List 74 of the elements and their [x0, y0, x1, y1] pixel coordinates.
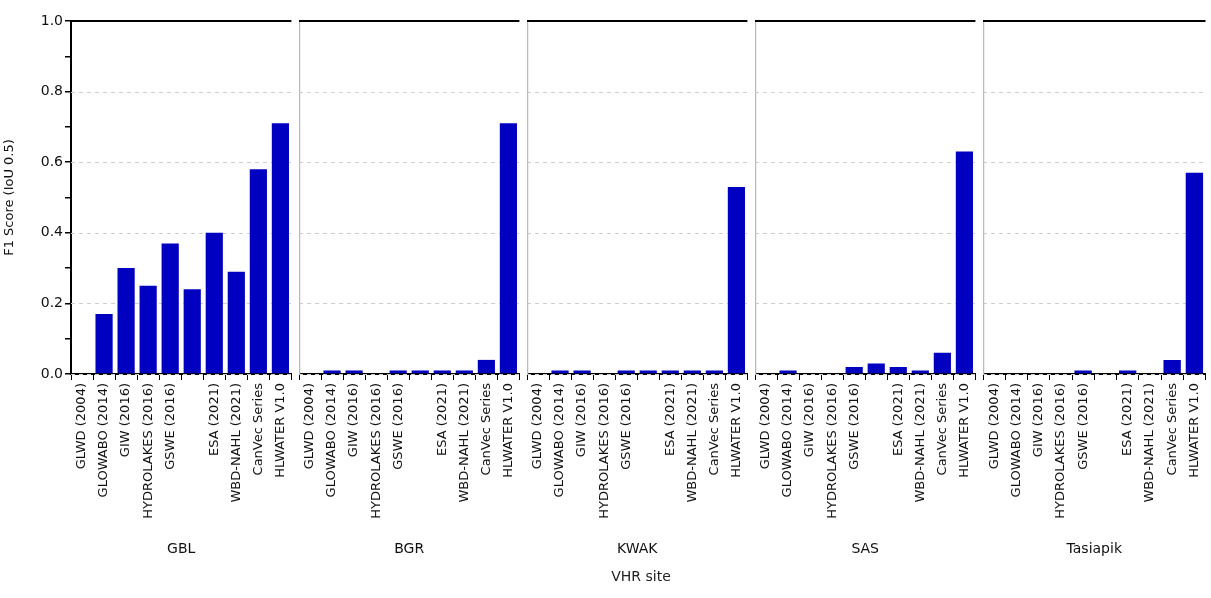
bar: [867, 363, 885, 374]
y-tick-label: 0.2: [40, 294, 63, 311]
x-tick-label: HLWATER V1.0: [1185, 383, 1201, 478]
y-axis-title: F1 Score (IoU 0.5): [1, 139, 17, 256]
bar: [161, 243, 179, 374]
x-tick-label: HLWATER V1.0: [955, 383, 971, 478]
x-tick-label: HLWATER V1.0: [727, 383, 743, 478]
x-tick-label: CanVec Series: [933, 382, 949, 476]
y-tick-label: 0.4: [40, 223, 64, 240]
x-tick-label: GIW (2016): [345, 383, 361, 458]
x-tick-label: HYDROLAKES (2016): [823, 383, 839, 519]
x-tick-label: CanVec Series: [705, 382, 721, 476]
x-tick-label: ESA (2021): [1119, 383, 1135, 456]
x-tick-label: HYDROLAKES (2016): [595, 383, 611, 519]
x-tick-label: HYDROLAKES (2016): [1052, 383, 1068, 519]
x-tick-label: GLOWABO (2014): [1007, 383, 1023, 498]
bar: [933, 352, 951, 374]
x-tick-label: GLWD (2004): [301, 383, 317, 470]
x-tick-label: ESA (2021): [205, 383, 221, 456]
y-tick-label: 0.0: [40, 364, 63, 381]
bar: [139, 285, 157, 374]
x-axis-title: SAS: [851, 540, 880, 557]
x-tick-label: GSWE (2016): [161, 383, 177, 470]
text: VHR site: [610, 568, 672, 584]
bar: [95, 313, 113, 374]
x-tick-label: GIW (2016): [1030, 383, 1046, 458]
x-tick-label: GLOWABO (2014): [95, 383, 111, 498]
x-tick-label: GLWD (2004): [985, 383, 1001, 470]
x-tick-label: WBD-NAHL (2021): [911, 383, 927, 503]
x-tick-label: GSWE (2016): [1074, 383, 1090, 470]
x-tick-label: CanVec Series: [1163, 382, 1179, 476]
x-tick-label: ESA (2021): [433, 383, 449, 456]
bar: [205, 232, 223, 374]
x-tick-label: ESA (2021): [889, 383, 905, 456]
x-tick-label: GLOWABO (2014): [323, 383, 339, 498]
x-tick-label: GLWD (2004): [757, 383, 773, 470]
x-tick-label: GIW (2016): [573, 383, 589, 458]
x-tick-label: GIW (2016): [117, 383, 133, 458]
x-tick-label: GIW (2016): [801, 383, 817, 458]
x-tick-label: HYDROLAKES (2016): [139, 383, 155, 519]
y-tick-label: 0.8: [40, 82, 63, 99]
x-tick-label: HYDROLAKES (2016): [367, 383, 383, 519]
x-tick-label: CanVec Series: [477, 382, 493, 476]
x-tick-label: WBD-NAHL (2021): [1141, 383, 1157, 503]
bar: [271, 123, 289, 374]
x-tick-label: GSWE (2016): [617, 383, 633, 470]
x-tick-label: GSWE (2016): [389, 383, 405, 470]
bar: [117, 268, 135, 374]
bar: [779, 370, 797, 374]
bar: [955, 151, 973, 374]
x-tick-label: WBD-NAHL (2021): [455, 383, 471, 503]
x-axis-title: GBL: [167, 540, 196, 557]
x-tick-label: CanVec Series: [249, 382, 265, 476]
x-tick-label: GLOWABO (2014): [779, 383, 795, 498]
x-tick-label: HLWATER V1.0: [271, 383, 287, 478]
bar: [911, 370, 929, 374]
x-tick-label: WBD-NAHL (2021): [683, 383, 699, 503]
x-tick-label: GSWE (2016): [845, 383, 861, 470]
bar: [845, 366, 863, 374]
x-axis-title: BGR: [394, 540, 425, 557]
y-tick-label: 1.0: [40, 11, 63, 28]
y-tick-label: 0.6: [40, 152, 64, 169]
x-tick-label: GLWD (2004): [73, 383, 89, 470]
x-tick-label: GLOWABO (2014): [551, 383, 567, 498]
bar: [889, 366, 907, 374]
bar: [227, 271, 245, 374]
x-tick-label: HLWATER V1.0: [499, 383, 515, 478]
bar: [249, 169, 267, 374]
bar: [183, 289, 201, 374]
x-axis-title: Tasiapik: [1065, 540, 1123, 557]
x-tick-label: WBD-NAHL (2021): [227, 383, 243, 503]
x-axis-title: KWAK: [616, 540, 659, 557]
x-tick-label: GLWD (2004): [529, 383, 545, 470]
x-tick-label: ESA (2021): [661, 383, 677, 456]
